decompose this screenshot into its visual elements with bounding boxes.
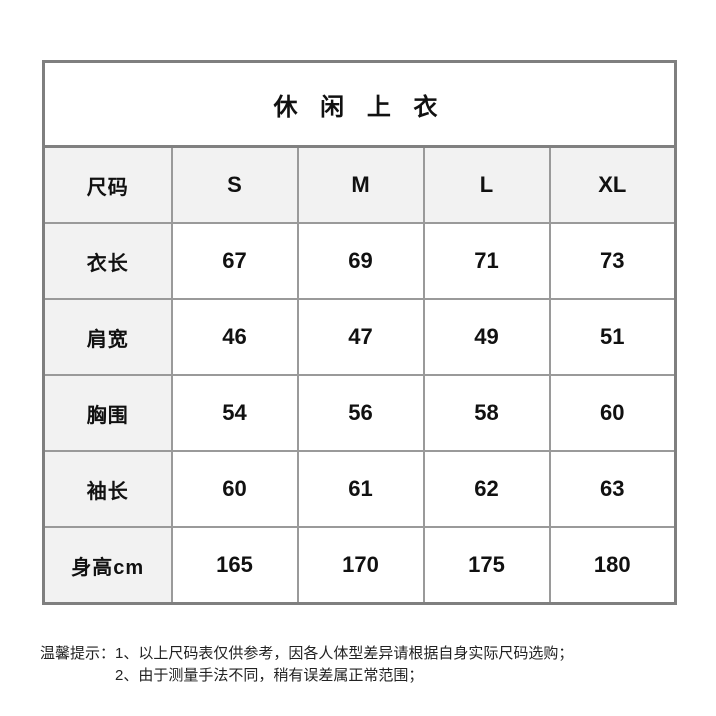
cell-value: 67	[170, 222, 299, 300]
reminder-lines: 1、以上尺码表仅供参考，因各人体型差异请根据自身实际尺码选购； 2、由于测量手法…	[115, 643, 573, 687]
reminder-notes: 温馨提示： 1、以上尺码表仅供参考，因各人体型差异请根据自身实际尺码选购； 2、…	[40, 643, 573, 687]
table-row-height: 身高cm 165 170 175 180	[42, 526, 677, 605]
table-row-sleeve-length: 袖长 60 61 62 63	[42, 450, 677, 528]
cell-value: 62	[422, 450, 551, 528]
cell-value: 47	[296, 298, 425, 376]
cell-value: 69	[296, 222, 425, 300]
header-size-l: L	[422, 145, 551, 224]
reminder-prefix: 温馨提示：	[40, 645, 116, 662]
row-label: 身高cm	[42, 526, 173, 605]
cell-value: 175	[422, 526, 551, 605]
table-title-row: 休 闲 上 衣	[42, 60, 677, 148]
header-size-m: M	[296, 145, 425, 224]
cell-value: 71	[422, 222, 551, 300]
cell-value: 56	[296, 374, 425, 452]
cell-value: 60	[170, 450, 299, 528]
cell-value: 61	[296, 450, 425, 528]
header-size-label: 尺码	[42, 145, 173, 224]
cell-value: 165	[170, 526, 299, 605]
table-header-row: 尺码 S M L XL	[42, 145, 677, 224]
cell-value: 58	[422, 374, 551, 452]
cell-value: 73	[548, 222, 677, 300]
note-line-2: 2、由于测量手法不同，稍有误差属正常范围；	[115, 667, 424, 684]
note-line-1: 1、以上尺码表仅供参考，因各人体型差异请根据自身实际尺码选购；	[115, 645, 574, 662]
row-label: 肩宽	[42, 298, 173, 376]
table-row-shoulder-width: 肩宽 46 47 49 51	[42, 298, 677, 376]
row-label: 衣长	[42, 222, 173, 300]
cell-value: 54	[170, 374, 299, 452]
header-size-s: S	[170, 145, 299, 224]
cell-value: 170	[296, 526, 425, 605]
table-row-garment-length: 衣长 67 69 71 73	[42, 222, 677, 300]
header-size-xl: XL	[548, 145, 677, 224]
row-label: 胸围	[42, 374, 173, 452]
cell-value: 63	[548, 450, 677, 528]
size-chart-table: 休 闲 上 衣 尺码 S M L XL 衣长 67 69 71 73 肩宽 46…	[42, 60, 678, 605]
cell-value: 60	[548, 374, 677, 452]
cell-value: 51	[548, 298, 677, 376]
table-title: 休 闲 上 衣	[42, 60, 677, 148]
cell-value: 49	[422, 298, 551, 376]
row-label: 袖长	[42, 450, 173, 528]
cell-value: 180	[548, 526, 677, 605]
cell-value: 46	[170, 298, 299, 376]
table-row-chest: 胸围 54 56 58 60	[42, 374, 677, 452]
